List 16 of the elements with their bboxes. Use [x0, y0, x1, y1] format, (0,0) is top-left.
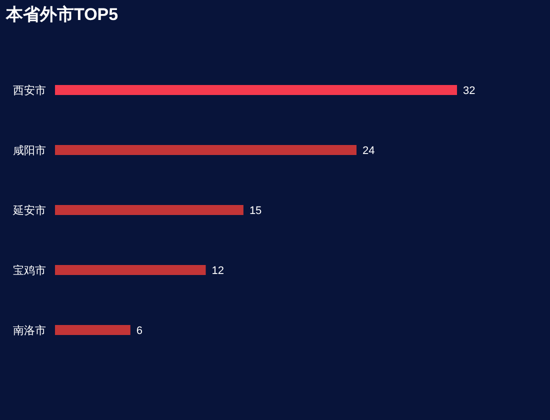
bar [55, 325, 130, 335]
y-tick-label: 延安市 [12, 204, 46, 217]
bar [55, 145, 356, 155]
y-tick-label: 南洛市 [13, 324, 46, 337]
y-tick-label: 宝鸡市 [13, 264, 46, 277]
data-label: 12 [212, 265, 224, 277]
y-tick-label: 西安市 [13, 84, 46, 97]
data-label: 6 [136, 325, 142, 337]
bar [55, 85, 457, 95]
bar [55, 265, 206, 275]
data-label: 15 [249, 205, 262, 217]
bar [55, 205, 244, 215]
data-label: 24 [362, 145, 375, 157]
y-tick-label: 咸阳市 [13, 144, 46, 157]
chart-title: 本省外市TOP5 [5, 5, 118, 24]
data-label: 32 [463, 85, 476, 97]
